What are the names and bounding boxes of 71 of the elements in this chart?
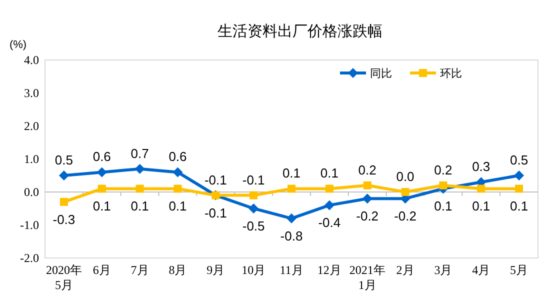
data-label: -0.3 xyxy=(52,212,76,227)
data-label: 0.1 xyxy=(434,198,452,214)
point xyxy=(362,194,372,204)
data-label: 0.1 xyxy=(282,166,301,181)
data-label: 0.6 xyxy=(92,149,111,164)
x-tick-label: 5月 xyxy=(510,263,528,277)
data-label: -0.2 xyxy=(394,208,416,224)
point xyxy=(439,181,448,190)
data-label: 0.0 xyxy=(396,169,414,184)
data-label: 0.1 xyxy=(92,198,111,214)
x-tick-label: 10月 xyxy=(242,263,266,277)
x-tick-label: 4月 xyxy=(472,263,490,277)
point xyxy=(286,213,296,224)
x-tick-label: 8月 xyxy=(168,263,187,277)
data-label: -0.1 xyxy=(204,205,227,220)
point xyxy=(98,184,106,193)
data-label: -0.4 xyxy=(318,215,341,230)
point xyxy=(60,198,68,206)
x-tick-label: 11月 xyxy=(280,263,304,277)
data-label: 0.2 xyxy=(358,162,376,178)
point xyxy=(248,204,259,214)
data-label: 0.2 xyxy=(434,162,452,178)
point xyxy=(250,191,258,200)
x-tick-label: 3月 xyxy=(434,263,452,277)
point xyxy=(96,167,107,178)
data-label: 0.1 xyxy=(168,198,187,214)
data-label: 0.1 xyxy=(130,198,149,214)
point xyxy=(325,184,334,193)
point xyxy=(401,188,410,196)
point xyxy=(288,184,296,193)
point xyxy=(477,184,486,193)
y-tick-label: 4.0 xyxy=(24,53,39,67)
point xyxy=(324,200,334,210)
data-label: -0.2 xyxy=(356,208,379,224)
data-label: -0.1 xyxy=(242,172,265,188)
point xyxy=(514,170,524,180)
point xyxy=(136,184,144,193)
legend-label: 同比 xyxy=(370,67,392,80)
data-label: 0.6 xyxy=(168,149,187,164)
x-tick-label: 6月 xyxy=(92,263,111,277)
x-tick-label: 2020年 5月 xyxy=(46,263,82,292)
x-tick-label: 9月 xyxy=(206,263,225,277)
data-label: -0.8 xyxy=(280,228,303,244)
point xyxy=(134,164,145,174)
x-tick-label: 2021年 1月 xyxy=(349,263,386,292)
y-axis-title: (%) xyxy=(9,39,27,51)
x-tick-label: 2月 xyxy=(396,263,414,277)
y-tick-label: -2.0 xyxy=(20,251,39,265)
data-label: 0.1 xyxy=(320,166,338,181)
y-tick-label: -1.0 xyxy=(20,218,39,232)
data-label: 0.3 xyxy=(472,159,490,174)
point xyxy=(172,167,183,178)
point xyxy=(58,170,69,180)
y-tick-label: 3.0 xyxy=(24,86,39,100)
legend-label: 环比 xyxy=(440,67,462,80)
data-label: 0.5 xyxy=(54,152,73,168)
y-tick-label: 1.0 xyxy=(24,152,39,166)
data-label: -0.5 xyxy=(242,218,265,234)
y-tick-label: 2.0 xyxy=(24,119,39,133)
y-tick-label: 0.0 xyxy=(24,185,39,199)
data-label: -0.1 xyxy=(204,172,227,188)
chart-title: 生活资料出厂价格涨跌幅 xyxy=(218,23,382,40)
data-label: 0.1 xyxy=(472,198,490,214)
data-label: 0.1 xyxy=(510,198,528,214)
x-tick-label: 12月 xyxy=(317,263,342,277)
point xyxy=(515,184,524,193)
point xyxy=(174,184,182,193)
data-label: 0.7 xyxy=(130,146,149,161)
x-tick-label: 7月 xyxy=(130,263,149,277)
data-label: 0.5 xyxy=(510,152,528,168)
point xyxy=(363,181,372,190)
